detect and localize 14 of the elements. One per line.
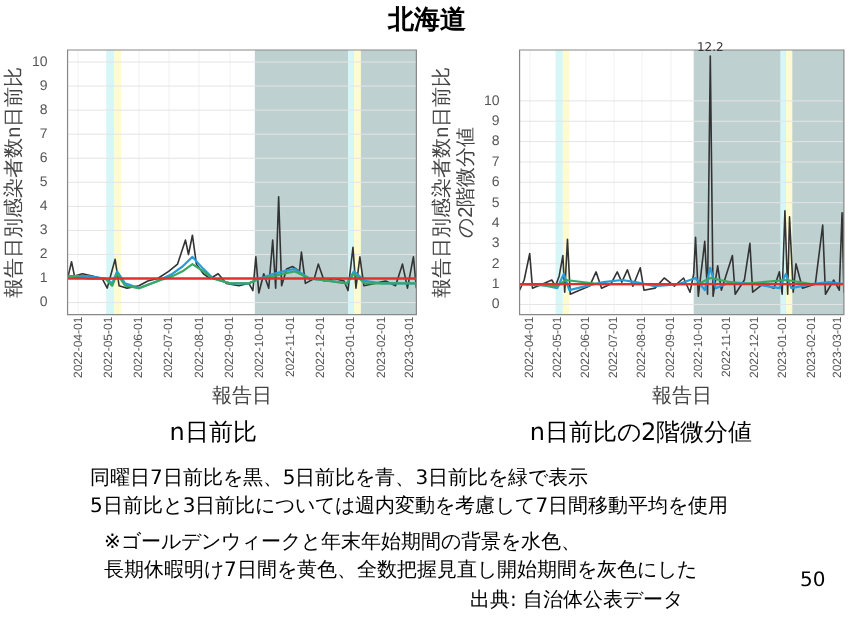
y-axis-title: 報告日別感染者数n日前比 — [1, 66, 26, 298]
text: 長期休暇明け7日間を黄色、全数把握見直し開始期間を灰色にした — [104, 557, 697, 584]
text: 50 — [800, 570, 826, 592]
text: n日前比 — [167, 416, 259, 450]
x-axis-title: 報告日 — [211, 383, 272, 408]
source-note: 出典: 自治体公表データ — [470, 587, 684, 614]
text: 5日前比と3日前比については週内変動を考慮して7日間移動平均を使用 — [90, 493, 729, 520]
text: ※ゴールデンウィークと年末年始期間の背景を水色、 — [104, 529, 581, 556]
text: 同曜日7日前比を黒、5日前比を青、3日前比を緑で表示 — [90, 465, 589, 492]
text: 報告日別感染者数n日前比 — [431, 66, 454, 298]
x-axis-title: 報告日 — [651, 383, 712, 408]
text: n日前比の2階微分値 — [527, 416, 755, 450]
text: 北海道 — [385, 4, 468, 38]
text: の2階微分値 — [455, 126, 478, 238]
